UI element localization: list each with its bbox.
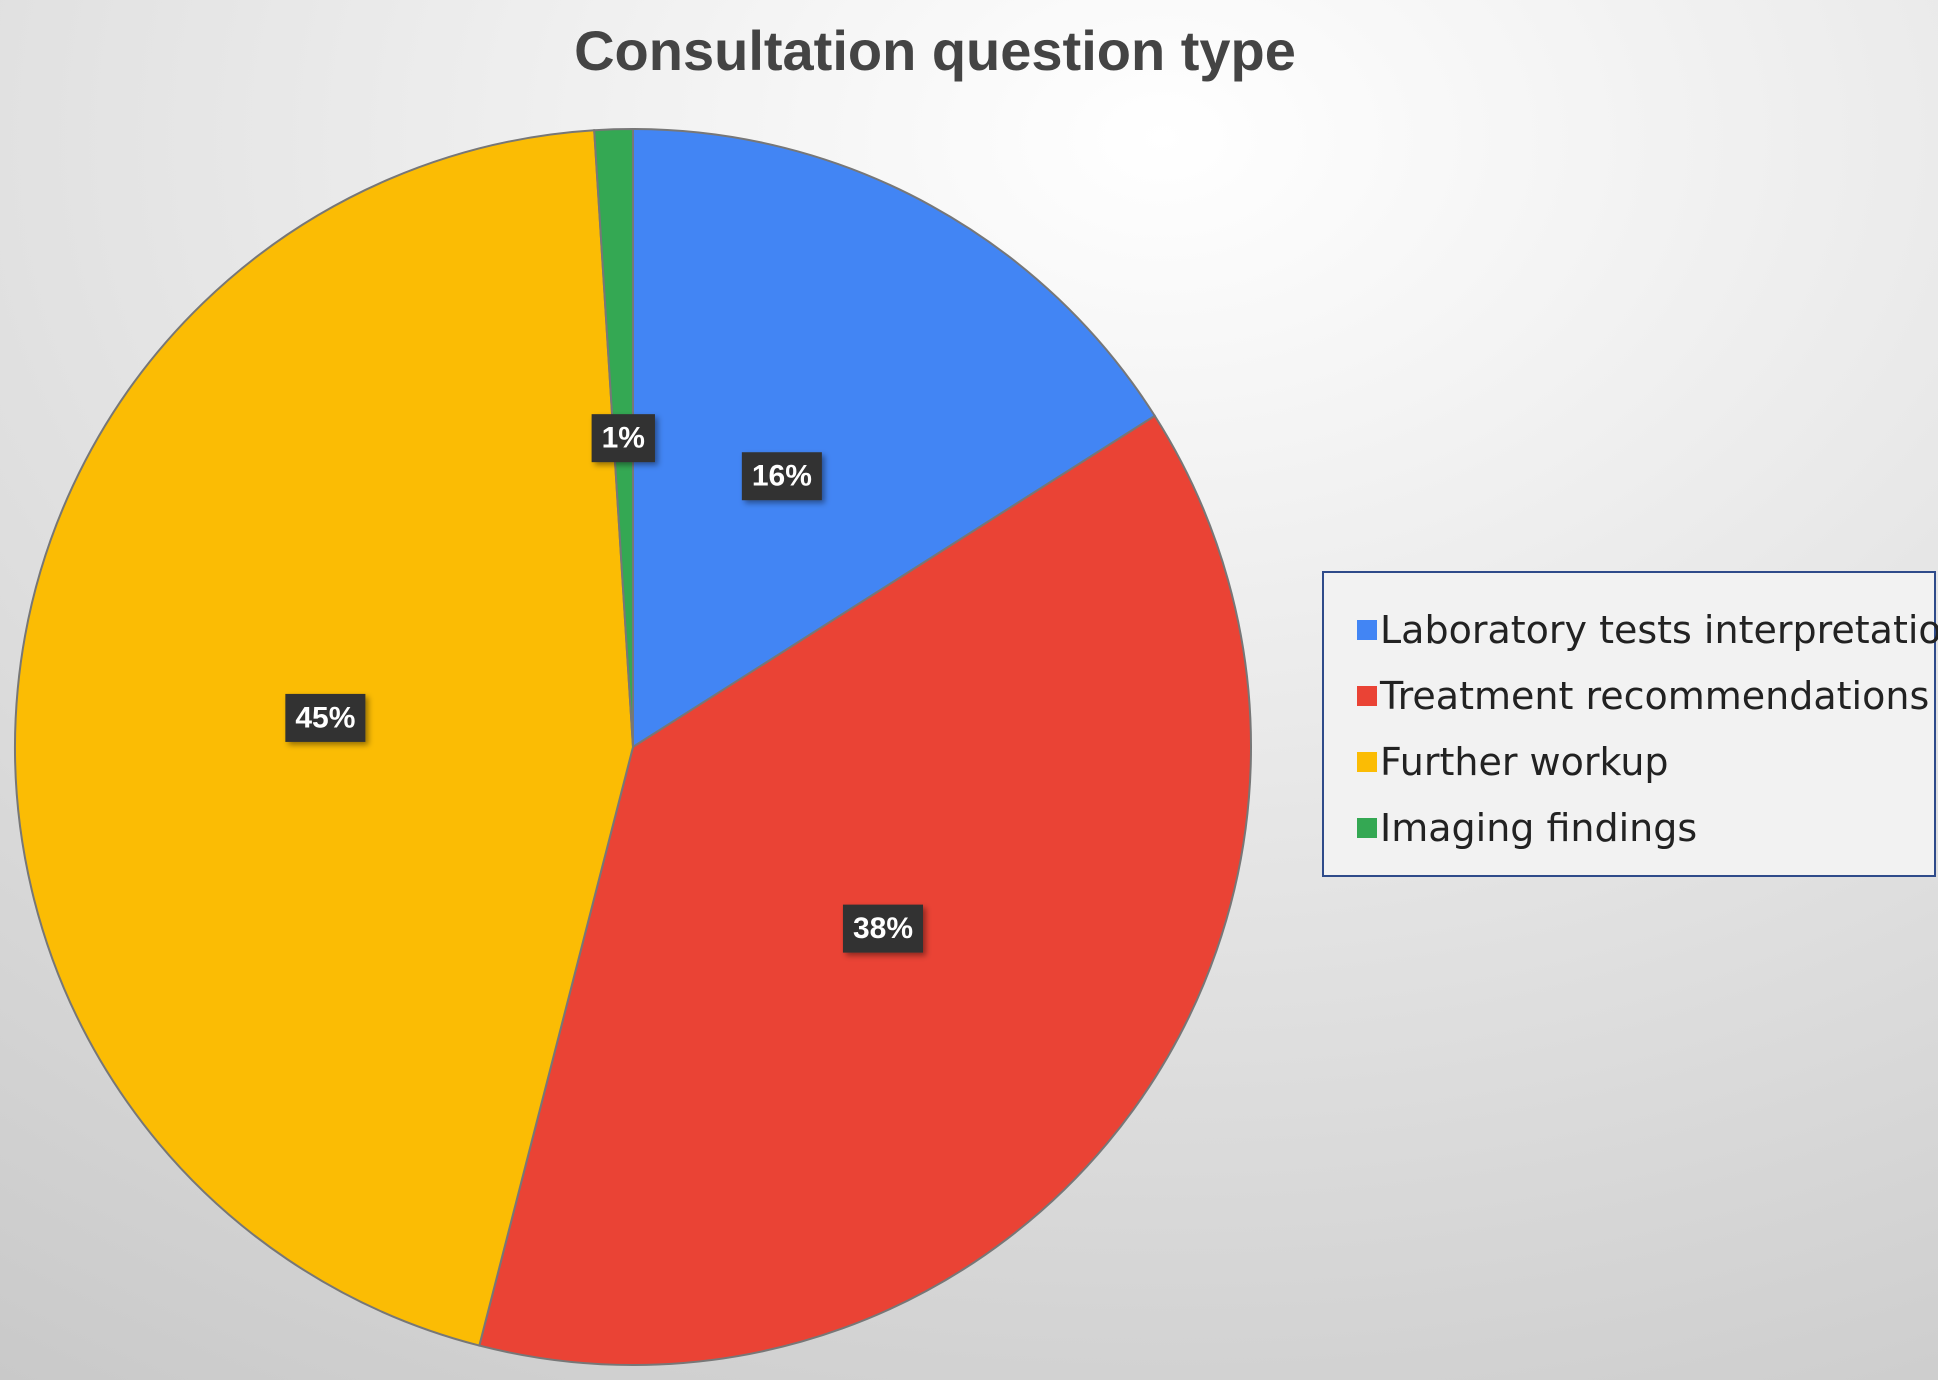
legend-swatch xyxy=(1357,818,1377,838)
data-label: 45% xyxy=(295,701,355,734)
data-label: 16% xyxy=(752,460,812,493)
data-label-box xyxy=(591,414,655,463)
legend-label: Treatment recommendations xyxy=(1379,674,1929,718)
pie: 16% 38% 45% 1% xyxy=(14,127,1252,1366)
data-label-box xyxy=(285,693,366,742)
legend: Laboratory tests interpretation Treatment… xyxy=(1357,608,1938,850)
data-label: 38% xyxy=(853,912,913,945)
legend-label: Further workup xyxy=(1380,740,1669,784)
data-label: 1% xyxy=(602,422,645,455)
data-label-box xyxy=(741,452,822,501)
legend-swatch xyxy=(1357,620,1377,640)
legend-label: Imaging findings xyxy=(1380,806,1697,850)
data-label-box xyxy=(842,904,924,953)
pie-slice xyxy=(478,414,1252,1366)
legend-swatch xyxy=(1357,686,1377,706)
legend-swatch xyxy=(1357,752,1377,772)
legend-label: Laboratory tests interpretation xyxy=(1380,608,1938,652)
pie-slice xyxy=(632,127,1157,749)
chart-title: Consultation question type xyxy=(574,19,1296,82)
legend-box xyxy=(1322,571,1936,877)
